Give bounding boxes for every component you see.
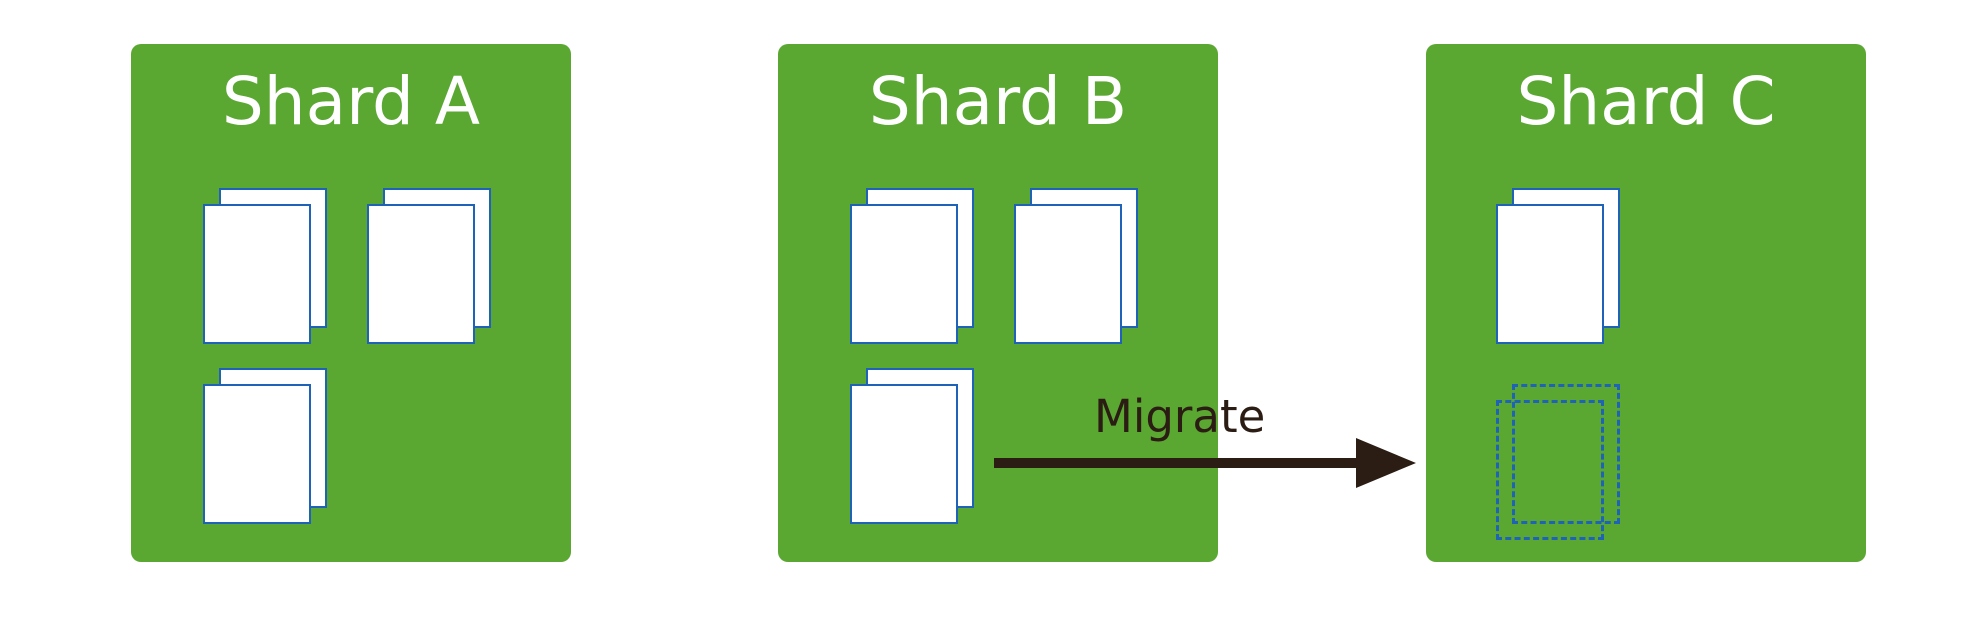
shard-a-title: Shard A <box>221 63 481 140</box>
shard-c-title: Shard C <box>1516 63 1776 140</box>
migrate-label: Migrate <box>1094 390 1266 443</box>
chunk-icon <box>850 188 974 344</box>
incoming-chunk-placeholder-icon <box>1496 384 1620 540</box>
chunk-icon <box>1014 188 1138 344</box>
arrow-head <box>1356 438 1416 488</box>
chunk-icon <box>203 368 327 524</box>
chunk-icon <box>367 188 491 344</box>
shard-b-title: Shard B <box>868 63 1128 140</box>
shard-b-box: Shard B <box>778 44 1218 562</box>
chunk-icon <box>1496 188 1620 344</box>
migrating-chunk-icon <box>850 368 974 524</box>
shard-c-box: Shard C <box>1426 44 1866 562</box>
shard-a-box: Shard A <box>131 44 571 562</box>
chunk-icon <box>203 188 327 344</box>
